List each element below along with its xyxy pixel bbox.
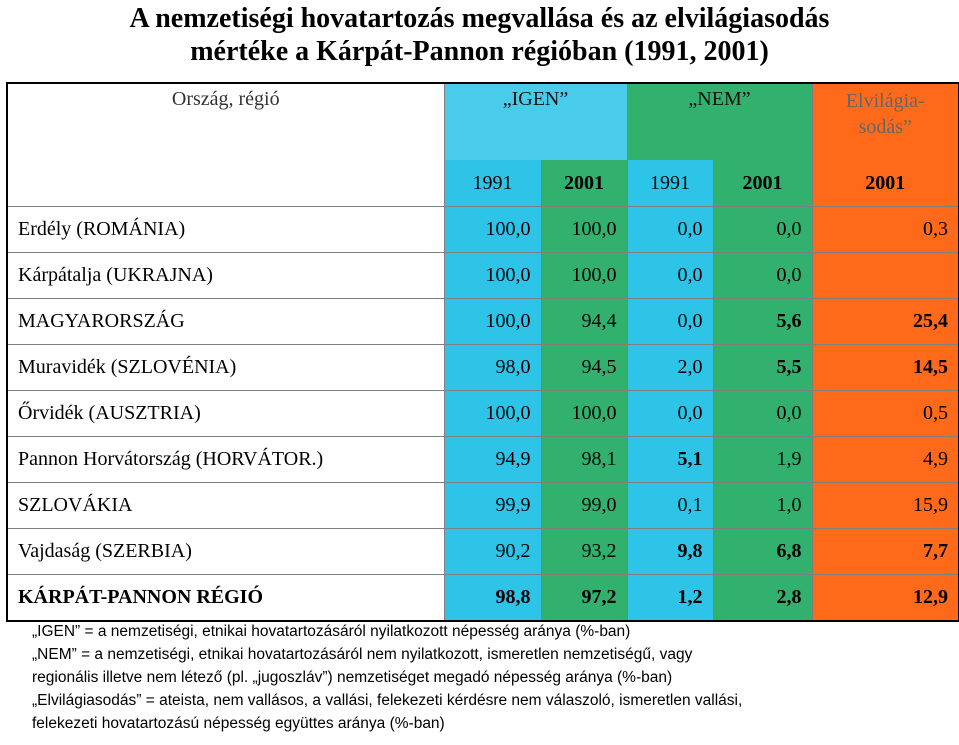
cell-nem-1991: 2,0 xyxy=(626,344,714,391)
cell-elv-2001: 14,5 xyxy=(811,344,959,391)
footnote-line: „NEM” = a nemzetiségi, etnikai hovatarto… xyxy=(32,646,693,663)
cell-elv-2001: 0,3 xyxy=(811,206,959,253)
cell-igen-1991: 98,8 xyxy=(443,574,542,622)
header-region-blank xyxy=(6,160,445,207)
cell-igen-2001: 98,1 xyxy=(540,436,628,483)
cell-igen-1991: 100,0 xyxy=(443,298,542,345)
footnote-line: felekezeti hovatartozású népesség együtt… xyxy=(32,715,445,732)
cell-igen-2001: 99,0 xyxy=(540,482,628,529)
table-row: Erdély (ROMÁNIA) 100,0 100,0 0,0 0,0 0,3 xyxy=(6,206,959,253)
footnote-line: „IGEN” = a nemzetiségi, etnikai hovatart… xyxy=(32,623,631,640)
cell-igen-2001: 100,0 xyxy=(540,252,628,299)
header-row-years: 1991 2001 1991 2001 2001 xyxy=(6,160,959,207)
footnotes: „IGEN” = a nemzetiségi, etnikai hovatart… xyxy=(32,620,952,735)
cell-igen-1991: 100,0 xyxy=(443,252,542,299)
header-elvilagiasodas: Elvilágia- sodás” xyxy=(811,82,959,160)
cell-nem-2001: 6,8 xyxy=(712,528,813,575)
cell-igen-1991: 100,0 xyxy=(443,390,542,437)
table-row-total: KÁRPÁT-PANNON RÉGIÓ 98,8 97,2 1,2 2,8 12… xyxy=(6,574,959,622)
table-row: Muravidék (SZLOVÉNIA) 98,0 94,5 2,0 5,5 … xyxy=(6,344,959,391)
cell-nem-1991: 0,0 xyxy=(626,252,714,299)
cell-igen-2001: 100,0 xyxy=(540,390,628,437)
cell-nem-2001: 1,9 xyxy=(712,436,813,483)
cell-igen-2001: 94,5 xyxy=(540,344,628,391)
title-line-2: mértéke a Kárpát-Pannon régióban (1991, … xyxy=(190,36,769,67)
header-region: Ország, régió xyxy=(6,82,445,160)
region-name: Vajdaság (SZERBIA) xyxy=(6,528,445,575)
cell-igen-2001: 93,2 xyxy=(540,528,628,575)
cell-igen-2001: 100,0 xyxy=(540,206,628,253)
region-name: Őrvidék (AUSZTRIA) xyxy=(6,390,445,437)
year-elv-2001: 2001 xyxy=(811,160,959,207)
header-elv-line-2: sodás” xyxy=(858,116,912,138)
cell-nem-2001: 0,0 xyxy=(712,390,813,437)
table-row: Őrvidék (AUSZTRIA) 100,0 100,0 0,0 0,0 0… xyxy=(6,390,959,437)
region-name: SZLOVÁKIA xyxy=(6,482,445,529)
region-name: Muravidék (SZLOVÉNIA) xyxy=(6,344,445,391)
cell-igen-1991: 100,0 xyxy=(443,206,542,253)
region-name: MAGYARORSZÁG xyxy=(6,298,445,345)
table-row: MAGYARORSZÁG 100,0 94,4 0,0 5,6 25,4 xyxy=(6,298,959,345)
title-line-1: A nemzetiségi hovatartozás megvallása és… xyxy=(129,3,830,34)
year-igen-2001: 2001 xyxy=(540,160,628,207)
region-name: KÁRPÁT-PANNON RÉGIÓ xyxy=(6,574,445,622)
cell-elv-2001: 0,5 xyxy=(811,390,959,437)
year-igen-1991: 1991 xyxy=(443,160,542,207)
header-igen: „IGEN” xyxy=(443,82,628,160)
header-nem: „NEM” xyxy=(626,82,813,160)
cell-elv-2001: 25,4 xyxy=(811,298,959,345)
region-name: Erdély (ROMÁNIA) xyxy=(6,206,445,253)
cell-nem-2001: 0,0 xyxy=(712,252,813,299)
header-row-groups: Ország, régió „IGEN” „NEM” Elvilágia- so… xyxy=(6,82,959,160)
cell-igen-1991: 90,2 xyxy=(443,528,542,575)
cell-elv-2001: 15,9 xyxy=(811,482,959,529)
cell-elv-2001: 7,7 xyxy=(811,528,959,575)
cell-igen-2001: 97,2 xyxy=(540,574,628,622)
table-row: Kárpátalja (UKRAJNA) 100,0 100,0 0,0 0,0 xyxy=(6,252,959,299)
cell-nem-1991: 0,0 xyxy=(626,390,714,437)
cell-nem-1991: 9,8 xyxy=(626,528,714,575)
cell-igen-1991: 94,9 xyxy=(443,436,542,483)
cell-nem-1991: 0,1 xyxy=(626,482,714,529)
cell-elv-2001: 12,9 xyxy=(811,574,959,622)
cell-nem-2001: 0,0 xyxy=(712,206,813,253)
cell-nem-2001: 5,6 xyxy=(712,298,813,345)
table-row: SZLOVÁKIA 99,9 99,0 0,1 1,0 15,9 xyxy=(6,482,959,529)
cell-nem-2001: 5,5 xyxy=(712,344,813,391)
table-row: Pannon Horvátország (HORVÁTOR.) 94,9 98,… xyxy=(6,436,959,483)
region-name: Pannon Horvátország (HORVÁTOR.) xyxy=(6,436,445,483)
cell-nem-2001: 2,8 xyxy=(712,574,813,622)
cell-igen-2001: 94,4 xyxy=(540,298,628,345)
data-table: Ország, régió „IGEN” „NEM” Elvilágia- so… xyxy=(6,82,959,622)
footnote-line: „Elvilágiasodás” = ateista, nem vallásos… xyxy=(32,692,743,709)
year-nem-2001: 2001 xyxy=(712,160,813,207)
header-elv-line-1: Elvilágia- xyxy=(845,90,925,112)
cell-elv-2001 xyxy=(811,252,959,299)
year-nem-1991: 1991 xyxy=(626,160,714,207)
cell-igen-1991: 98,0 xyxy=(443,344,542,391)
cell-nem-2001: 1,0 xyxy=(712,482,813,529)
footnote-line: regionális illetve nem létező (pl. „jugo… xyxy=(32,669,673,686)
cell-igen-1991: 99,9 xyxy=(443,482,542,529)
page-title: A nemzetiségi hovatartozás megvallása és… xyxy=(0,2,959,68)
cell-nem-1991: 0,0 xyxy=(626,206,714,253)
table-row: Vajdaság (SZERBIA) 90,2 93,2 9,8 6,8 7,7 xyxy=(6,528,959,575)
cell-nem-1991: 5,1 xyxy=(626,436,714,483)
region-name: Kárpátalja (UKRAJNA) xyxy=(6,252,445,299)
cell-nem-1991: 0,0 xyxy=(626,298,714,345)
cell-nem-1991: 1,2 xyxy=(626,574,714,622)
cell-elv-2001: 4,9 xyxy=(811,436,959,483)
